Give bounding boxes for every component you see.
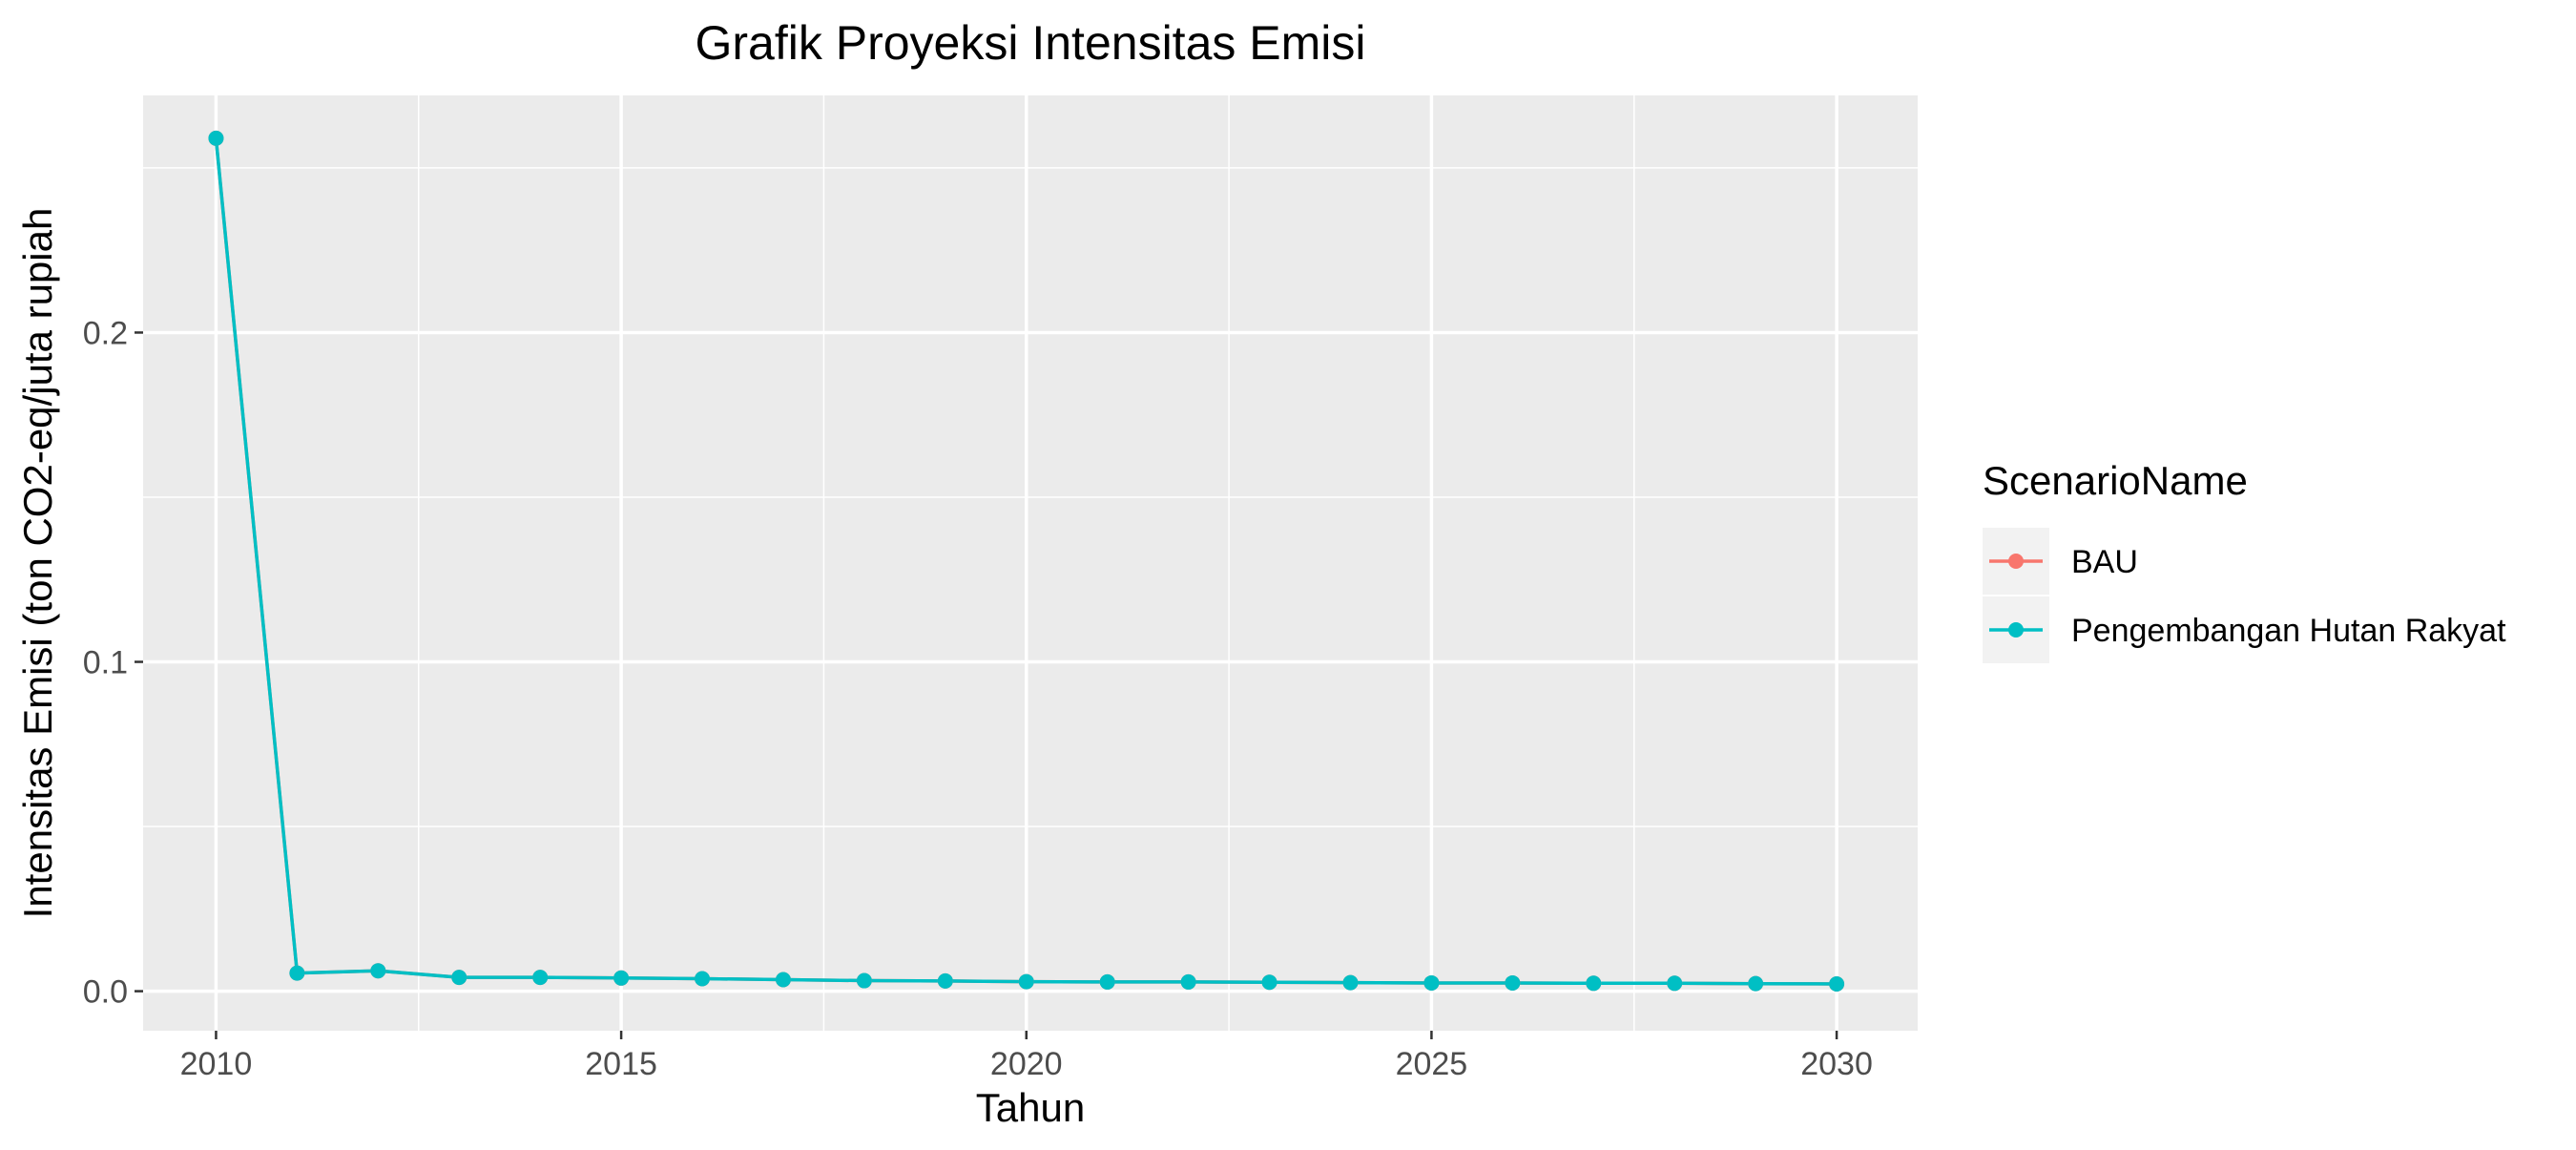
y-tick-label: 0.2 [83,315,128,351]
data-point [1586,975,1602,992]
data-point [532,970,549,986]
chart-title: Grafik Proyeksi Intensitas Emisi [696,16,1366,70]
data-point [1180,973,1196,990]
x-tick-label: 2010 [180,1046,253,1082]
legend-label: Pengembangan Hutan Rakyat [2071,613,2506,649]
data-point [613,970,630,986]
plot-panel [143,95,1918,1031]
y-axis: 0.0 0.1 0.2 [83,315,143,1011]
x-tick-label: 2025 [1396,1046,1468,1082]
data-point [208,130,224,146]
data-point [856,972,872,989]
series-points [208,130,1845,992]
data-point [1099,973,1115,990]
x-tick-label: 2020 [990,1046,1063,1082]
data-point [370,963,386,979]
x-tick-label: 2015 [585,1046,657,1082]
data-point [1261,974,1278,991]
y-tick-label: 0.1 [83,645,128,681]
data-point [1667,975,1683,992]
y-tick-label: 0.0 [83,974,128,1011]
x-axis-title: Tahun [976,1085,1085,1130]
data-point [1423,974,1440,991]
data-point [695,971,711,987]
legend-label: BAU [2071,544,2138,580]
y-axis-title: Intensitas Emisi (ton CO2-eq/juta rupiah [15,208,60,919]
legend-key-point [2008,554,2024,569]
grid-minor [143,95,1918,1031]
legend-key-point [2008,622,2024,638]
data-point [1505,974,1521,991]
x-axis: 2010 2015 2020 2025 2030 [180,1031,1873,1082]
data-point [289,965,305,981]
data-point [1342,974,1359,991]
data-point [775,972,791,988]
grid-major [143,95,1918,1031]
data-point [1829,976,1845,992]
data-point [451,970,467,986]
legend-items: BAU Pengembangan Hutan Rakyat [1983,528,2506,663]
data-point [1018,973,1034,990]
legend: ScenarioName BAU Pengembangan Hutan Rakya… [1983,458,2506,663]
data-point [937,972,953,989]
x-tick-label: 2030 [1800,1046,1873,1082]
data-point [1748,975,1764,992]
legend-title: ScenarioName [1983,458,2248,503]
